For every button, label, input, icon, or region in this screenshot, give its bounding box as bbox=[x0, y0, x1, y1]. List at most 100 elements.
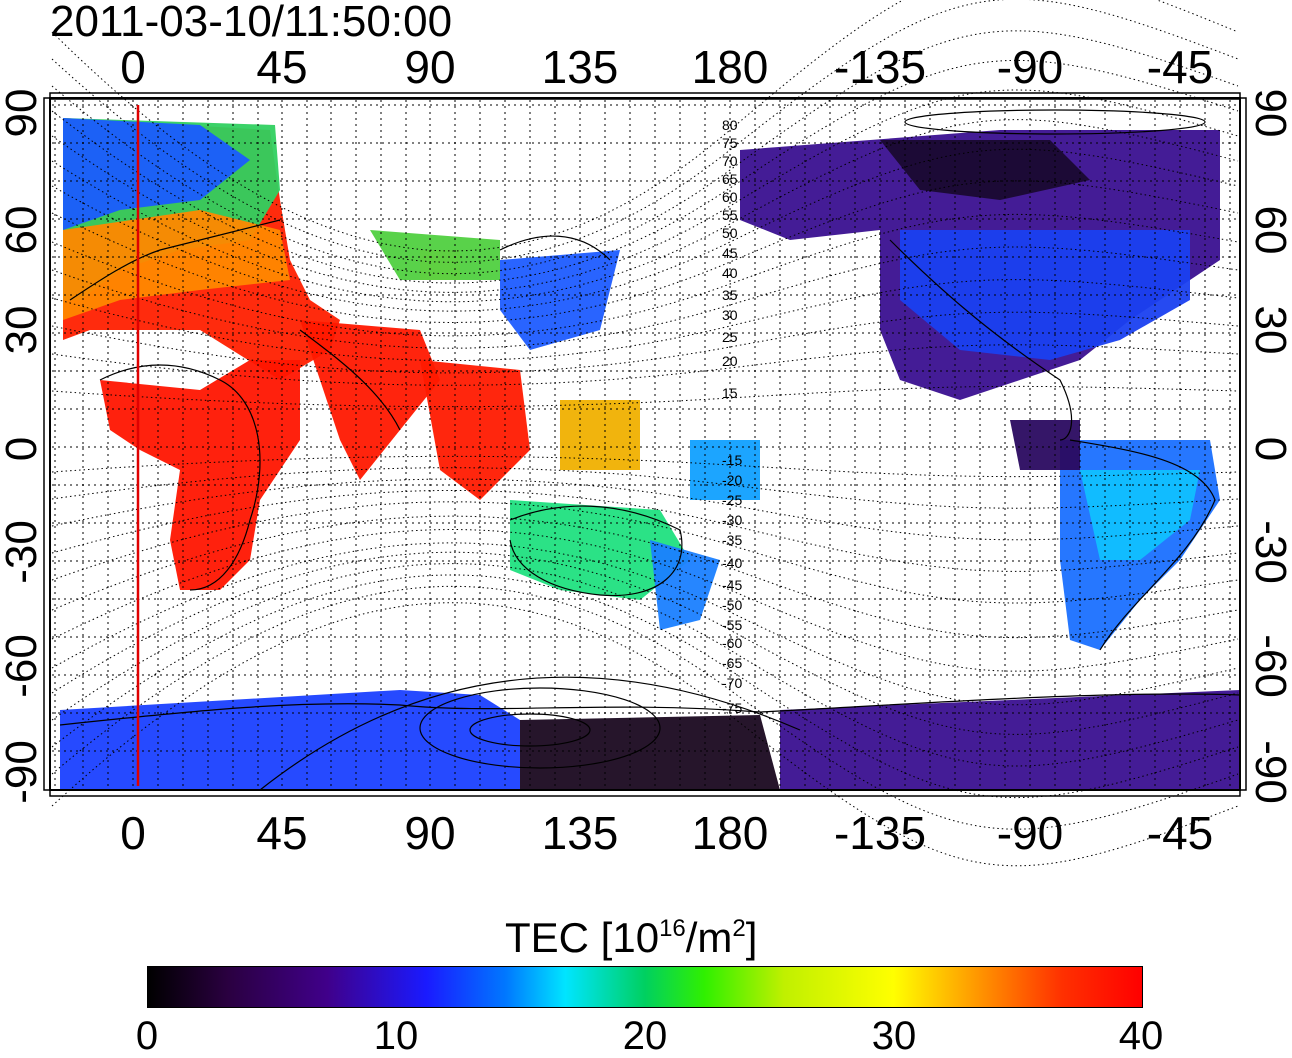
tec-region bbox=[900, 230, 1190, 360]
contour-label: 20 bbox=[722, 353, 738, 369]
contour-label: -55 bbox=[722, 617, 742, 633]
contour-label: -20 bbox=[722, 472, 742, 488]
lon-tick-bottom: 135 bbox=[541, 807, 619, 859]
tec-region bbox=[1080, 470, 1200, 560]
contour-line bbox=[51, 455, 1239, 478]
colorbar-tick: 0 bbox=[135, 1014, 159, 1058]
contour-label: -15 bbox=[722, 452, 742, 468]
lat-tick-left: -60 bbox=[0, 634, 46, 698]
contour-line bbox=[51, 89, 1239, 293]
lon-tick-bottom: -45 bbox=[1146, 807, 1214, 859]
bottom-border-strip bbox=[49, 789, 1241, 797]
tec-region bbox=[60, 690, 520, 790]
lon-tick-bottom: -90 bbox=[996, 807, 1064, 859]
contour-label: 30 bbox=[722, 307, 738, 323]
contour-label: -45 bbox=[722, 577, 742, 593]
contour-label: 80 bbox=[722, 117, 738, 133]
lon-tick-bottom: -135 bbox=[833, 807, 927, 859]
contour-label: 70 bbox=[722, 153, 738, 169]
magnetic-latitude-contours bbox=[51, 0, 1239, 867]
tec-region bbox=[880, 140, 1090, 200]
right-border-strip bbox=[1239, 97, 1247, 791]
contour-label: -30 bbox=[722, 512, 742, 528]
tec-region bbox=[300, 320, 440, 480]
lat-tick-right: 90 bbox=[1246, 88, 1292, 138]
lat-lon-grid bbox=[52, 100, 1238, 788]
colorbar-title: TEC [1016/m2] bbox=[505, 908, 757, 959]
tec-region bbox=[63, 210, 290, 320]
tec-region bbox=[780, 690, 1240, 790]
contour-line bbox=[51, 563, 1239, 767]
lat-tick-right: -90 bbox=[1246, 740, 1292, 804]
contour-label: -60 bbox=[722, 635, 742, 651]
contour-line bbox=[51, 119, 1239, 303]
tec-region bbox=[500, 250, 620, 350]
contour-label: 60 bbox=[722, 189, 738, 205]
colorbar-tick: 20 bbox=[622, 1014, 668, 1058]
lat-tick-right: -30 bbox=[1246, 520, 1292, 584]
lon-tick-top: 45 bbox=[256, 41, 308, 93]
contour-line bbox=[51, 213, 1239, 337]
contour-line bbox=[51, 478, 1239, 541]
lat-tick-right: 30 bbox=[1246, 305, 1292, 355]
tec-region bbox=[420, 250, 460, 280]
contour-label: -35 bbox=[722, 532, 742, 548]
tec-region bbox=[420, 360, 530, 500]
contour-line bbox=[51, 180, 1239, 323]
colorbar-title-exponent: 16 bbox=[659, 915, 686, 942]
contour-label: 40 bbox=[722, 265, 738, 281]
coastlines bbox=[59, 219, 1241, 726]
contour-line bbox=[51, 0, 1239, 252]
lat-tick-left: -90 bbox=[0, 740, 46, 804]
contour-label: 15 bbox=[722, 385, 738, 401]
contour-label: 75 bbox=[722, 135, 738, 151]
contour-label: -40 bbox=[722, 555, 742, 571]
contour-loop bbox=[469, 713, 591, 747]
tec-data-regions bbox=[60, 118, 1240, 790]
contour-loop bbox=[419, 687, 661, 769]
tec-region bbox=[100, 360, 300, 590]
timestamp-title: 2011-03-10/11:50:00 bbox=[50, 0, 453, 46]
contour-label: -75 bbox=[722, 700, 742, 716]
contour-label: -70 bbox=[722, 675, 742, 691]
lon-tick-top: 0 bbox=[120, 41, 146, 93]
colorbar-tick: 40 bbox=[1118, 1014, 1164, 1058]
contour-line bbox=[51, 515, 1239, 639]
coastline bbox=[59, 693, 1241, 726]
lat-tick-left: 60 bbox=[0, 205, 46, 255]
contour-label: 35 bbox=[722, 287, 738, 303]
colorbar-title-unit: /m bbox=[685, 914, 733, 961]
colorbar-tick: 30 bbox=[871, 1014, 917, 1058]
lon-tick-bottom: 45 bbox=[256, 807, 308, 859]
contour-label: 25 bbox=[722, 329, 738, 345]
tec-map: 80 75 70 65 60 55 50 45 40 35 30 25 20 15 -15 -20 -25 -30… bbox=[43, 0, 1247, 867]
tec-region bbox=[690, 440, 760, 500]
colorbar-title-close: ] bbox=[745, 914, 758, 961]
contour-loop bbox=[904, 109, 1206, 135]
lat-tick-right: -60 bbox=[1246, 634, 1292, 698]
colorbar-title-unit-exponent: 2 bbox=[732, 915, 746, 942]
lat-tick-right: 60 bbox=[1246, 205, 1292, 255]
contour-line bbox=[51, 311, 1239, 374]
tec-region bbox=[1010, 420, 1080, 470]
coastline bbox=[99, 364, 261, 591]
contour-label: 55 bbox=[722, 207, 738, 223]
lon-tick-top: -90 bbox=[996, 41, 1064, 93]
top-border-strip bbox=[49, 92, 1241, 100]
contour-line bbox=[259, 676, 801, 791]
tec-region bbox=[520, 715, 780, 790]
tec-region bbox=[560, 400, 640, 470]
lon-tick-top: 180 bbox=[691, 41, 769, 93]
lon-tick-top: 135 bbox=[541, 41, 619, 93]
left-border-strip bbox=[43, 97, 51, 791]
contour-line bbox=[51, 385, 1239, 408]
colorbar bbox=[147, 966, 1143, 1008]
coastline bbox=[509, 505, 683, 597]
coastline bbox=[889, 239, 1073, 441]
coastline bbox=[499, 235, 611, 261]
coastline bbox=[1069, 439, 1216, 651]
contour-label: 50 bbox=[722, 225, 738, 241]
lat-tick-left: -30 bbox=[0, 520, 46, 584]
coastline bbox=[299, 329, 401, 431]
tec-region bbox=[650, 540, 720, 630]
